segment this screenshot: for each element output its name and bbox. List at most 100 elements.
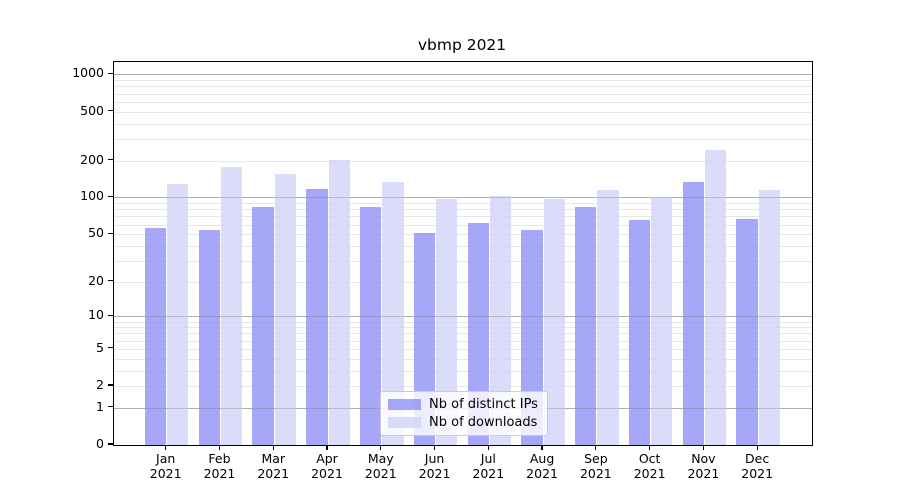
- y-axis-label-10: 10: [88, 307, 104, 323]
- x-axis-label-year: 2021: [203, 466, 236, 481]
- y-tick-20: [108, 280, 113, 282]
- minor-gridline: [114, 340, 812, 342]
- y-axis-label-1000: 1000: [72, 65, 104, 81]
- minor-gridline: [114, 348, 812, 350]
- legend-label-downloads: Nb of downloads: [429, 415, 538, 430]
- plot-area: [113, 61, 813, 446]
- x-tick-jan: [165, 445, 167, 450]
- y-tick-1: [108, 406, 113, 408]
- y-tick-500: [108, 109, 113, 112]
- y-axis-label-50: 50: [88, 225, 104, 241]
- bar-distinct-ips-apr: [306, 189, 328, 445]
- minor-gridline: [114, 123, 812, 125]
- minor-gridline: [114, 111, 812, 113]
- bar-distinct-ips-feb: [198, 230, 220, 445]
- x-axis-label-apr: Apr 2021: [295, 451, 359, 481]
- minor-gridline: [114, 245, 812, 247]
- bar-downloads-aug: [543, 198, 565, 445]
- bar-distinct-ips-mar: [252, 206, 274, 445]
- bar-distinct-ips-jan: [144, 228, 167, 445]
- minor-gridline: [114, 358, 812, 360]
- x-tick-jul: [487, 445, 489, 450]
- minor-gridline: [114, 160, 812, 162]
- bar-distinct-ips-may: [359, 207, 382, 445]
- x-axis-label-sep: Sep 2021: [564, 451, 628, 481]
- minor-gridline: [114, 224, 812, 226]
- x-axis-label-jul: Jul 2021: [456, 451, 520, 481]
- major-gridline: [114, 197, 812, 199]
- minor-gridline: [114, 260, 812, 262]
- bar-distinct-ips-jul: [467, 222, 489, 445]
- bar-downloads-jun: [436, 199, 458, 445]
- legend: Nb of distinct IPs Nb of downloads: [380, 391, 548, 436]
- minor-gridline: [114, 321, 812, 323]
- minor-gridline: [114, 386, 812, 388]
- y-axis-label-100: 100: [80, 188, 104, 204]
- chart-title: vbmp 2021: [417, 36, 507, 54]
- x-tick-dec: [756, 445, 758, 450]
- y-axis-label-5: 5: [96, 339, 104, 355]
- minor-gridline: [114, 209, 812, 211]
- x-axis-label-mar: Mar 2021: [241, 451, 305, 481]
- bar-downloads-nov: [704, 149, 727, 445]
- bar-distinct-ips-dec: [736, 218, 758, 445]
- x-axis-label-nov: Nov 2021: [671, 451, 735, 481]
- major-gridline: [114, 74, 812, 76]
- bar-downloads-mar: [274, 174, 297, 445]
- x-axis-label-jun: Jun 2021: [403, 451, 467, 481]
- legend-swatch-distinct-ips: [388, 399, 421, 410]
- y-tick-10: [108, 314, 113, 316]
- y-tick-1000: [108, 72, 113, 75]
- x-axis-label-year: 2021: [526, 466, 558, 481]
- x-tick-jun: [433, 445, 436, 450]
- bar-downloads-feb: [220, 166, 243, 445]
- y-tick-0: [108, 443, 113, 445]
- minor-gridline: [114, 203, 812, 205]
- x-axis-label-dec: Dec 2021: [725, 451, 789, 481]
- bar-downloads-may: [382, 181, 404, 445]
- bar-distinct-ips-oct: [628, 219, 651, 445]
- major-gridline-overlay: [114, 197, 812, 199]
- y-axis-label-20: 20: [88, 272, 104, 288]
- minor-gridline: [114, 327, 812, 329]
- bar-downloads-sep: [597, 189, 619, 445]
- x-axis-label-year: 2021: [579, 466, 612, 481]
- x-axis-label-may: May 2021: [349, 451, 413, 481]
- y-axis-label-200: 200: [80, 151, 104, 167]
- x-tick-mar: [272, 445, 274, 450]
- y-tick-50: [108, 232, 113, 234]
- x-tick-nov: [702, 445, 704, 450]
- x-tick-apr: [326, 445, 328, 450]
- legend-label-distinct-ips: Nb of distinct IPs: [429, 397, 538, 412]
- bar-distinct-ips-nov: [682, 181, 704, 445]
- x-axis-label-year: 2021: [633, 466, 666, 481]
- y-tick-100: [108, 195, 113, 198]
- x-axis-label-year: 2021: [418, 466, 451, 481]
- y-axis-label-2: 2: [96, 377, 104, 393]
- bar-distinct-ips-sep: [575, 206, 597, 445]
- bar-downloads-jul: [489, 195, 512, 445]
- y-axis-label-0: 0: [96, 436, 104, 451]
- major-gridline-overlay: [114, 316, 812, 318]
- x-axis-label-year: 2021: [741, 466, 774, 481]
- bar-downloads-jan: [167, 183, 189, 445]
- x-axis-label-year: 2021: [472, 466, 505, 481]
- minor-gridline: [114, 234, 812, 236]
- y-tick-2: [108, 384, 113, 386]
- y-axis-label-500: 500: [80, 102, 104, 118]
- x-axis-label-year: 2021: [687, 466, 720, 481]
- minor-gridline: [114, 216, 812, 218]
- x-tick-feb: [218, 445, 221, 450]
- x-tick-aug: [541, 445, 543, 450]
- x-axis-label-year: 2021: [364, 466, 397, 481]
- x-axis-label-feb: Feb 2021: [187, 451, 251, 481]
- y-axis-label-1: 1: [96, 398, 104, 414]
- x-tick-sep: [595, 445, 597, 450]
- x-axis-label-year: 2021: [257, 466, 290, 481]
- minor-gridline: [114, 138, 812, 140]
- x-tick-oct: [649, 445, 651, 450]
- bar-downloads-apr: [328, 160, 350, 445]
- minor-gridline: [114, 333, 812, 335]
- minor-gridline: [114, 80, 812, 82]
